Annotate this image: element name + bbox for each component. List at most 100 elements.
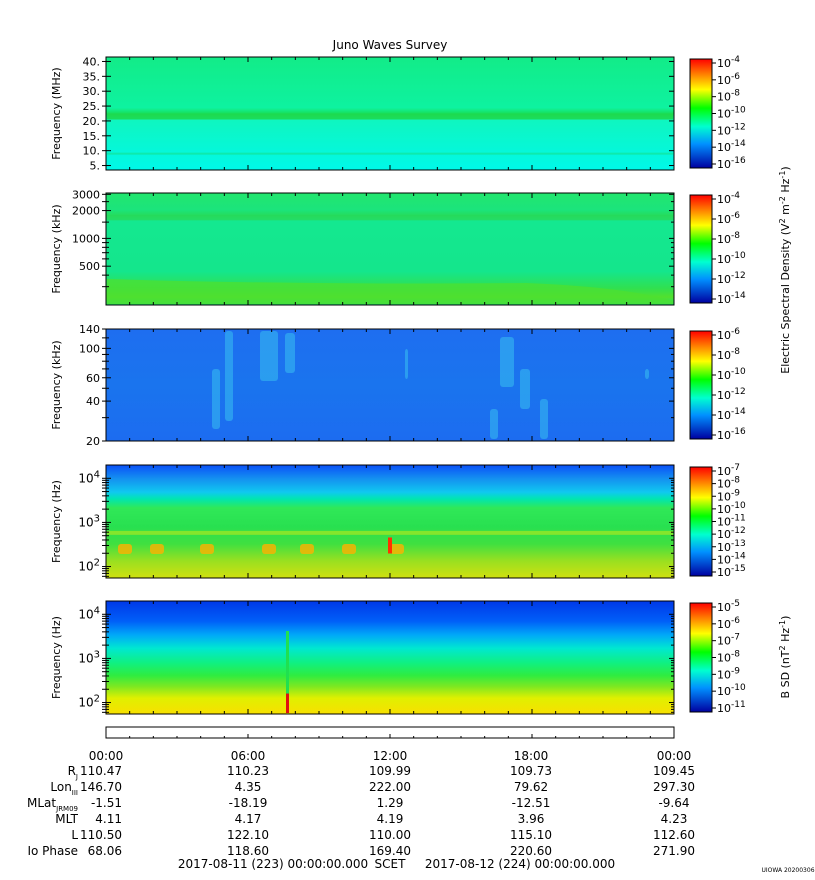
colorbar-tick-label: 10-10 xyxy=(717,683,746,698)
time-tick-label: 18:00 xyxy=(514,749,549,763)
colorbar-tick-label: 10-12 xyxy=(717,271,746,286)
y-axis-label-5: Frequency (Hz) xyxy=(50,616,63,699)
colorbar-tick-label: 10-16 xyxy=(717,427,746,442)
y-tick-label: 10. xyxy=(83,145,101,158)
ephemeris-label: LonIII xyxy=(50,780,78,797)
ephemeris-label: RJ xyxy=(68,764,78,781)
burst-emission xyxy=(500,337,514,387)
burst-emission xyxy=(225,331,233,421)
ephemeris-label: Io Phase xyxy=(27,844,78,858)
colorbar-tick-label: 10-14 xyxy=(717,291,746,306)
emission-band xyxy=(107,215,673,221)
y-tick-label: 30. xyxy=(83,85,101,98)
colorbar-tick-label: 10-6 xyxy=(717,72,740,87)
ephemeris-value: 109.45 xyxy=(653,764,695,778)
ephemeris-value: 118.60 xyxy=(227,844,269,858)
y-tick-label: 5. xyxy=(90,160,101,173)
low-frequency-emission xyxy=(107,279,673,304)
colorbar-tick-label: 10-12 xyxy=(717,387,746,402)
spectrogram-panel-4 xyxy=(105,464,675,579)
y-tick-label: 25. xyxy=(83,100,101,113)
ephemeris-value: 110.50 xyxy=(80,828,122,842)
emission-spike xyxy=(286,631,289,713)
ephemeris-value: 271.90 xyxy=(653,844,695,858)
y-tick-label: 102 xyxy=(78,694,100,710)
colorbar-tick-label: 10-6 xyxy=(717,616,740,631)
colorbar-label-bsd: B SD (nT2 Hz-1) xyxy=(778,616,792,699)
y-tick-label: 140 xyxy=(79,323,100,336)
emission-band xyxy=(107,152,673,155)
colorbar-tick-label: 10-8 xyxy=(717,476,740,491)
y-tick-label: 102 xyxy=(78,558,100,574)
colorbar-tick-label: 10-8 xyxy=(717,89,740,104)
y-axis-label-2: Frequency (kHz) xyxy=(50,204,63,293)
ephemeris-value: 68.06 xyxy=(88,844,122,858)
emission-blob xyxy=(300,543,314,554)
colorbar-tick-label: 10-7 xyxy=(717,633,740,648)
y-tick-label: 60 xyxy=(86,372,100,385)
colorbar-tick-label: 10-6 xyxy=(717,327,740,342)
emission-spike xyxy=(388,537,392,554)
footer-start-time: 2017-08-11 (223) 00:00:00.000 xyxy=(178,857,368,871)
time-tick-label: 12:00 xyxy=(373,749,408,763)
ephemeris-label: MLT xyxy=(55,812,78,826)
colorbar-tick-label: 10-14 xyxy=(717,551,746,566)
colorbar-tick-label: 10-4 xyxy=(717,191,740,206)
ephemeris-value: 222.00 xyxy=(369,780,411,794)
emission-spike xyxy=(286,693,289,713)
colorbar-tick-label: 10-15 xyxy=(717,564,746,579)
ephemeris-value: 3.96 xyxy=(518,812,545,826)
colorbar-tick-label: 10-8 xyxy=(717,231,740,246)
colorbar-tick-label: 10-9 xyxy=(717,666,740,681)
ephemeris-label: L xyxy=(71,828,78,842)
ephemeris-value: -12.51 xyxy=(512,796,551,810)
colorbar-tick-label: 10-11 xyxy=(717,514,746,529)
ephemeris-value: 4.17 xyxy=(235,812,262,826)
colorbar-tick-label: 10-8 xyxy=(717,347,740,362)
ephemeris-value: 169.40 xyxy=(369,844,411,858)
burst-emission xyxy=(520,369,530,409)
colorbar-tick-label: 10-11 xyxy=(717,700,746,715)
ephemeris-value: 1.29 xyxy=(377,796,404,810)
chart-title: Juno Waves Survey xyxy=(332,38,448,52)
ephemeris-value: 297.30 xyxy=(653,780,695,794)
footer-end-time: 2017-08-12 (224) 00:00:00.000 xyxy=(425,857,615,871)
spectrogram-panel-5 xyxy=(105,600,675,715)
ephemeris-value: 79.62 xyxy=(514,780,548,794)
footer-scet: SCET xyxy=(375,857,407,871)
y-tick-label: 104 xyxy=(78,469,100,485)
burst-emission xyxy=(405,349,408,379)
colorbar-4 xyxy=(689,466,713,577)
colorbar-5 xyxy=(689,602,713,713)
y-tick-label: 15. xyxy=(83,130,101,143)
emission-band xyxy=(107,113,673,120)
burst-emission xyxy=(260,331,278,381)
burst-emission xyxy=(285,333,295,373)
y-tick-label: 35. xyxy=(83,70,101,83)
colorbar-tick-label: 10-14 xyxy=(717,407,746,422)
emission-blob xyxy=(342,543,356,554)
ephemeris-value: 109.73 xyxy=(510,764,552,778)
time-tick-label: 00:00 xyxy=(89,749,124,763)
colorbar-tick-label: 10-13 xyxy=(717,539,746,554)
corner-tag: UIOWA 20200306 xyxy=(761,867,814,874)
colorbar-tick-label: 10-4 xyxy=(717,55,740,70)
emission-blob xyxy=(390,543,404,554)
y-tick-label: 40. xyxy=(83,55,101,68)
burst-emission xyxy=(540,399,548,439)
ephemeris-value: 112.60 xyxy=(653,828,695,842)
colorbar-label-electric: Electric Spectral Density (V2 m-2 Hz-1) xyxy=(778,166,792,373)
emission-band xyxy=(107,530,673,535)
ephemeris-value: -1.51 xyxy=(91,796,122,810)
ephemeris-value: 122.10 xyxy=(227,828,269,842)
y-axis-label-1: Frequency (MHz) xyxy=(50,67,63,159)
y-axis-label-4: Frequency (Hz) xyxy=(50,480,63,563)
emission-blob xyxy=(118,543,132,554)
emission-blob xyxy=(200,543,214,554)
colorbar-tick-label: 10-14 xyxy=(717,139,746,154)
y-tick-label: 20 xyxy=(86,435,100,448)
burst-emission xyxy=(212,369,220,429)
colorbar-tick-label: 10-12 xyxy=(717,122,746,137)
colorbar-tick-label: 10-5 xyxy=(717,599,740,614)
y-tick-label: 100 xyxy=(79,342,100,355)
